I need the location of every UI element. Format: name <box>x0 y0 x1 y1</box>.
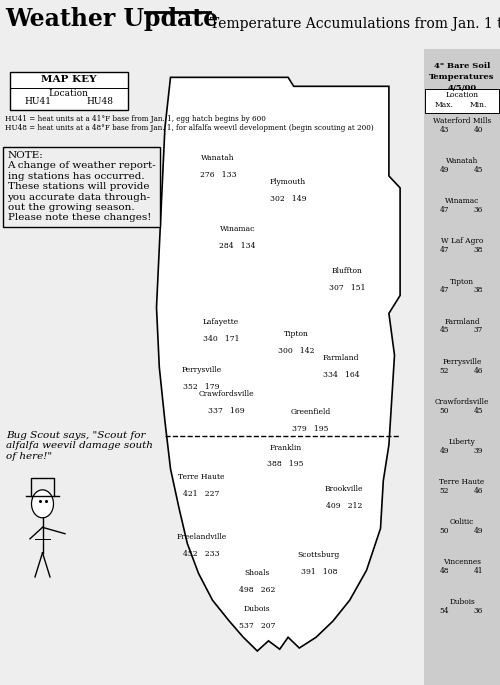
Text: 37: 37 <box>474 327 482 334</box>
Text: 52: 52 <box>440 486 448 495</box>
Text: Min.: Min. <box>470 101 486 110</box>
Text: 498   262: 498 262 <box>239 586 276 594</box>
Text: Freelandville: Freelandville <box>176 533 226 541</box>
Text: 54: 54 <box>440 607 449 615</box>
Text: 40: 40 <box>473 126 483 134</box>
Text: Vincennes: Vincennes <box>443 558 481 566</box>
Text: 38: 38 <box>474 286 482 295</box>
FancyBboxPatch shape <box>10 71 128 110</box>
Text: 4/5/00: 4/5/00 <box>448 84 476 92</box>
Text: 452   233: 452 233 <box>183 550 220 558</box>
Text: Weather Update: Weather Update <box>5 7 218 31</box>
Text: Wanatah: Wanatah <box>202 153 235 162</box>
Text: 352   179: 352 179 <box>183 383 220 390</box>
Text: 39: 39 <box>474 447 482 455</box>
Text: 276   133: 276 133 <box>200 171 236 179</box>
Text: NOTE:
A change of weather report-
ing stations has occurred.
These stations will: NOTE: A change of weather report- ing st… <box>8 151 156 223</box>
Text: Terre Haute: Terre Haute <box>440 477 484 486</box>
Text: Oolitic: Oolitic <box>450 518 474 526</box>
Text: MAP KEY: MAP KEY <box>41 75 96 84</box>
Text: 50: 50 <box>440 527 449 535</box>
Text: 36: 36 <box>474 206 482 214</box>
Text: Plymouth: Plymouth <box>270 177 306 186</box>
Text: HU41: HU41 <box>24 97 51 106</box>
Text: Temperature Accumulations from Jan. 1 to April 5, 2000: Temperature Accumulations from Jan. 1 to… <box>210 17 500 31</box>
Text: 45: 45 <box>473 407 483 414</box>
Text: Shoals: Shoals <box>244 569 270 577</box>
Text: HU48 = heat units at a 48°F base from Jan. 1, for alfalfa weevil development (be: HU48 = heat units at a 48°F base from Ja… <box>5 124 374 132</box>
Text: 47: 47 <box>440 286 449 295</box>
Text: 46: 46 <box>473 486 483 495</box>
Polygon shape <box>156 77 400 651</box>
Text: Waterford Mills: Waterford Mills <box>433 117 491 125</box>
Text: Greenfield: Greenfield <box>290 408 331 416</box>
Text: Liberty: Liberty <box>448 438 475 446</box>
Text: Brookville: Brookville <box>325 486 364 493</box>
FancyBboxPatch shape <box>425 89 499 113</box>
Text: Perrysville: Perrysville <box>442 358 482 366</box>
Text: Crawfordsville: Crawfordsville <box>198 390 254 398</box>
Text: 337   169: 337 169 <box>208 407 245 414</box>
Text: Crawfordsville: Crawfordsville <box>435 398 489 406</box>
Text: Wanatah: Wanatah <box>446 158 478 165</box>
Circle shape <box>32 490 54 518</box>
Text: Dubois: Dubois <box>449 598 475 606</box>
Text: W Laf Agro: W Laf Agro <box>441 238 483 245</box>
Text: 391   108: 391 108 <box>300 568 337 576</box>
Text: 409   212: 409 212 <box>326 502 362 510</box>
Text: Dubois: Dubois <box>244 605 270 613</box>
Text: Bug Scout says, "Scout for
alfalfa weevil damage south
of here!": Bug Scout says, "Scout for alfalfa weevi… <box>6 431 153 460</box>
Text: 43: 43 <box>440 126 448 134</box>
Text: 49: 49 <box>440 166 449 174</box>
Text: 50: 50 <box>440 407 449 414</box>
Text: 284   134: 284 134 <box>220 242 256 250</box>
Text: 300   142: 300 142 <box>278 347 315 355</box>
Text: 537   207: 537 207 <box>239 622 276 630</box>
Text: Franklin: Franklin <box>269 443 302 451</box>
Text: 47: 47 <box>440 247 449 254</box>
Text: 48: 48 <box>440 566 449 575</box>
Text: Max.: Max. <box>434 101 454 110</box>
Text: Winamac: Winamac <box>220 225 256 234</box>
Text: 46: 46 <box>473 366 483 375</box>
Text: Scottsburg: Scottsburg <box>298 551 340 559</box>
Text: HU48: HU48 <box>86 97 114 106</box>
Text: 421   227: 421 227 <box>183 490 220 498</box>
Text: Perrysville: Perrysville <box>181 366 222 374</box>
Text: 334   164: 334 164 <box>323 371 360 379</box>
Text: 302   149: 302 149 <box>270 195 306 203</box>
FancyBboxPatch shape <box>424 49 500 685</box>
Text: Tipton: Tipton <box>450 277 474 286</box>
Text: 388   195: 388 195 <box>267 460 304 469</box>
Text: HU41 = heat units at a 41°F base from Jan. 1, egg hatch begins by 600: HU41 = heat units at a 41°F base from Ja… <box>5 115 266 123</box>
Text: 45: 45 <box>473 166 483 174</box>
Text: 340   171: 340 171 <box>202 335 239 343</box>
Text: Winamac: Winamac <box>445 197 479 205</box>
Text: 45: 45 <box>440 327 449 334</box>
Text: Temperatures: Temperatures <box>429 73 494 82</box>
Text: 307   151: 307 151 <box>328 284 365 292</box>
Text: Farmland: Farmland <box>323 354 360 362</box>
Text: 36: 36 <box>474 607 482 615</box>
Text: 41: 41 <box>473 566 483 575</box>
Text: 52: 52 <box>440 366 448 375</box>
Text: 49: 49 <box>440 447 449 455</box>
Text: 38: 38 <box>474 247 482 254</box>
Text: Location: Location <box>446 90 478 99</box>
Text: Terre Haute: Terre Haute <box>178 473 224 482</box>
Text: Tipton: Tipton <box>284 330 309 338</box>
Text: Lafayette: Lafayette <box>203 318 239 326</box>
Text: 47: 47 <box>440 206 449 214</box>
Text: Bluffton: Bluffton <box>332 267 362 275</box>
Text: 49: 49 <box>473 527 483 535</box>
Text: 4" Bare Soil: 4" Bare Soil <box>434 62 490 70</box>
Text: Farmland: Farmland <box>444 318 480 325</box>
Text: 379   195: 379 195 <box>292 425 329 432</box>
Text: Location: Location <box>48 89 88 98</box>
